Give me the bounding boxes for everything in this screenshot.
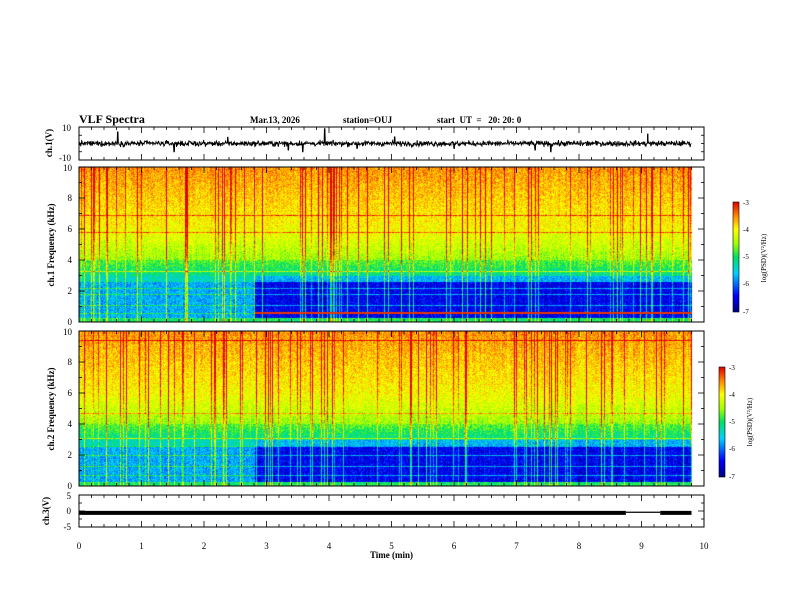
xtick-1: 1 [139, 541, 144, 551]
ch2-colorbar: -3 -4 -5 -6 -7 log(PSD)(V²/Hz) [718, 364, 754, 481]
ch1-spectrogram-ticks [78, 166, 705, 323]
ch2-ytick-0: 0 [68, 481, 73, 491]
ch1-cb-tick-6: -6 [743, 280, 749, 288]
xtick-2: 2 [202, 541, 207, 551]
ch1-waveform-trace [78, 128, 692, 153]
ch1-spectrogram-ylabel: ch.1 Frequency (kHz) [46, 203, 56, 286]
ch2-cb-tick-7: -7 [729, 473, 735, 481]
ch1-ytick-8: 8 [68, 193, 73, 203]
ch3-waveform-ylabel: ch.3(V) [41, 497, 51, 525]
ch3-waveform-trace [79, 510, 692, 515]
ch2-colorbar-frame [718, 366, 726, 478]
ch1-colorbar-frame [732, 201, 740, 313]
xtick-3: 3 [264, 541, 269, 551]
xtick-4: 4 [327, 541, 332, 551]
ch1-waveform-panel: 10 -10 ch.1(V) [44, 123, 705, 163]
ch1-colorbar: -3 -4 -5 -6 -7 log(PSD)(V²/Hz) [732, 199, 768, 316]
ch1-colorbar-label: log(PSD)(V²/Hz) [760, 233, 768, 282]
ch2-spectrogram-ylabel: ch.2 Frequency (kHz) [46, 367, 56, 450]
header-start-time: start UT = 20: 20: 0 [437, 115, 522, 125]
ch1-ytick-6: 6 [68, 224, 73, 234]
ch2-cb-tick-5: -5 [729, 418, 735, 426]
ch1-ytick-0: 0 [68, 317, 73, 327]
ch1-ytick-2: 2 [68, 286, 73, 296]
ch1-waveform-ylabel: ch.1(V) [44, 129, 54, 157]
header-date: Mar.13, 2026 [250, 115, 300, 125]
ch2-spectrogram-ticks [78, 330, 705, 487]
xtick-10: 10 [700, 541, 710, 551]
xtick-7: 7 [514, 541, 519, 551]
ch1-cb-tick-5: -5 [743, 253, 749, 261]
ch1-ytick-10: 10 [63, 163, 73, 173]
time-axis-ticklabels: 0 1 2 3 4 5 6 7 8 9 10 [77, 541, 709, 551]
ch1-cb-tick-4: -4 [743, 226, 749, 234]
ch3-ytick-bottom: -5 [64, 522, 72, 532]
ch1-ytick-top: 10 [62, 123, 72, 133]
ch1-waveform-ticks [78, 126, 705, 161]
ch2-ytick-10: 10 [63, 327, 73, 337]
ch2-cb-tick-4: -4 [729, 391, 735, 399]
header-station: station=OUJ [343, 115, 393, 125]
ch2-ytick-2: 2 [68, 450, 73, 460]
ch1-waveform-line [78, 128, 692, 153]
xtick-6: 6 [452, 541, 457, 551]
xtick-8: 8 [577, 541, 582, 551]
ch1-spectrogram-yticklabels: 0 2 4 6 8 10 [63, 163, 73, 327]
ch3-waveform-ticks [78, 494, 705, 528]
ch2-colorbar-label: log(PSD)(V²/Hz) [746, 397, 754, 446]
ch3-ytick-mid: 0 [67, 506, 72, 516]
figure-title: VLF Spectra [79, 112, 145, 126]
ch2-spectrogram-panel: 0 2 4 6 8 10 ch.2 Frequency (kHz) -3 -4 … [46, 327, 754, 491]
ch2-colorbar-gradient [719, 367, 725, 477]
ch1-ytick-4: 4 [68, 255, 73, 265]
xtick-5: 5 [389, 541, 394, 551]
ch2-cb-tick-6: -6 [729, 445, 735, 453]
ch2-spectrogram-heatmap [79, 331, 704, 486]
xtick-9: 9 [639, 541, 644, 551]
ch1-spectrogram-heatmap [79, 167, 704, 322]
ch2-ytick-8: 8 [68, 357, 73, 367]
ch3-ytick-top: 5 [67, 491, 72, 501]
ch1-cb-tick-3: -3 [743, 199, 749, 207]
xtick-0: 0 [77, 541, 82, 551]
ch3-waveform-panel: 5 0 -5 ch.3(V) 0 1 2 3 4 5 6 7 8 9 10 Ti… [41, 491, 709, 560]
time-axis-label: Time (min) [370, 550, 413, 560]
ch2-ytick-4: 4 [68, 419, 73, 429]
ch2-cb-tick-3: -3 [729, 364, 735, 372]
ch1-spectrogram-panel: 0 2 4 6 8 10 ch.1 Frequency (kHz) -3 -4 … [46, 163, 768, 327]
ch2-ytick-6: 6 [68, 388, 73, 398]
ch1-colorbar-gradient [733, 202, 739, 312]
ch1-ytick-bottom: -10 [59, 153, 71, 163]
ch1-cb-tick-7: -7 [743, 308, 749, 316]
ch2-spectrogram-yticklabels: 0 2 4 6 8 10 [63, 327, 73, 491]
